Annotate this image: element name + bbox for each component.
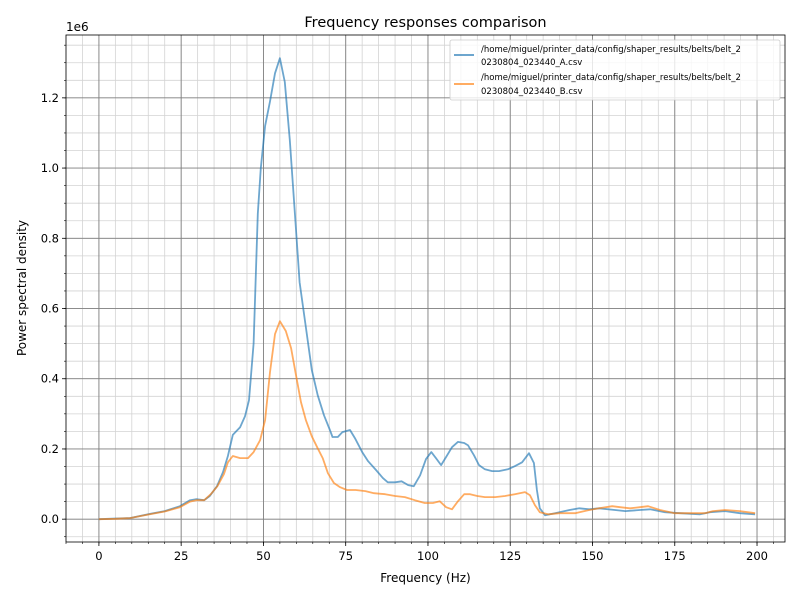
legend-label-a-line1: /home/miguel/printer_data/config/shaper_…	[481, 45, 741, 55]
x-tick-label: 175	[664, 549, 686, 563]
series-layer	[98, 57, 756, 521]
x-tick-label: 200	[746, 549, 768, 563]
legend: /home/miguel/printer_data/config/shaper_…	[449, 39, 781, 101]
minor-grid	[65, 35, 785, 542]
y-tick-label: 0.6	[41, 302, 59, 316]
y-tick-label: 1.0	[41, 161, 59, 175]
y-tick-label: 1.2	[41, 91, 59, 105]
x-tick-label: 50	[256, 549, 271, 563]
series-line-a	[98, 57, 756, 521]
y-offset-label: 1e6	[66, 20, 89, 34]
chart-title: Frequency responses comparison	[304, 15, 546, 31]
legend-box	[449, 39, 781, 101]
x-tick-label: 100	[417, 549, 439, 563]
y-tick-label: 0.4	[41, 372, 59, 386]
y-axis-label: Power spectral density	[15, 220, 29, 356]
x-tick-label: 25	[174, 549, 189, 563]
x-tick-label: 0	[95, 549, 102, 563]
legend-label-b-line2: 0230804_023440_B.csv	[481, 87, 582, 97]
legend-label-a-line2: 0230804_023440_A.csv	[481, 58, 582, 68]
x-tick-label: 125	[499, 549, 521, 563]
y-tick-label: 0.0	[41, 512, 59, 526]
x-tick-label: 75	[338, 549, 353, 563]
x-tick-label: 150	[582, 549, 604, 563]
x-axis-label: Frequency (Hz)	[380, 571, 471, 585]
legend-label-b-line1: /home/miguel/printer_data/config/shaper_…	[481, 73, 741, 83]
y-tick-label: 0.2	[41, 442, 59, 456]
y-tick-label: 0.8	[41, 231, 59, 245]
plot-frame	[65, 34, 786, 543]
axis-ticks: 0 25 50 75 100 125 150 175 200 0.0 0.2 0.4 0.6 0.8 1.0…	[41, 44, 774, 563]
series-line-b	[98, 320, 756, 521]
major-grid	[66, 35, 785, 542]
